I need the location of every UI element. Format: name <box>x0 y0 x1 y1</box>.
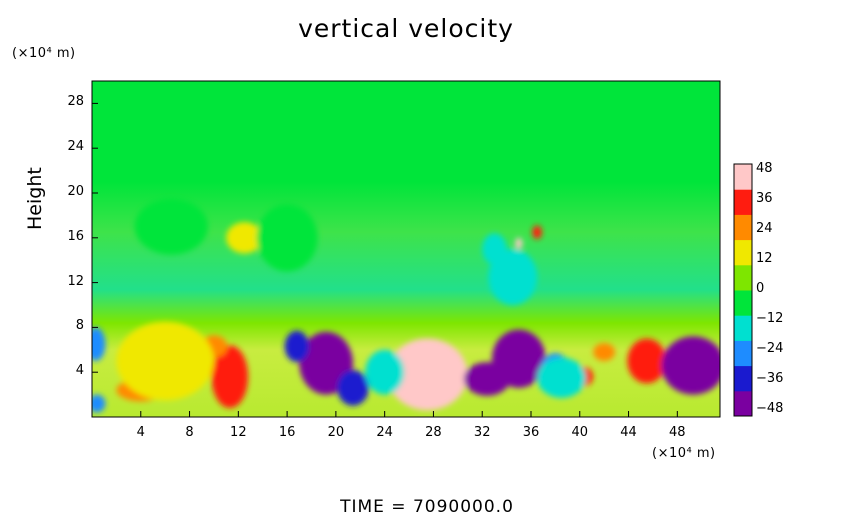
colorbar-tick-label: −24 <box>756 341 784 356</box>
heatmap-cell-19 <box>365 349 405 395</box>
colorbar-tick-label: 12 <box>756 251 773 266</box>
x-tick-label: 48 <box>669 425 686 440</box>
chart-title: vertical velocity <box>298 14 514 43</box>
colorbar-segment <box>734 214 752 241</box>
y-axis-unit: (×10⁴ m) <box>12 46 76 61</box>
y-tick-label: 16 <box>67 228 84 244</box>
y-tick-label: 20 <box>67 184 84 199</box>
heatmap-cell-17 <box>92 327 106 361</box>
colorbar-segment <box>734 315 752 341</box>
colorbar-segment <box>734 189 752 215</box>
heatmap-cell-16 <box>661 336 720 395</box>
plot-frame <box>91 80 721 418</box>
colorbar-segment <box>734 264 752 291</box>
y-tick-label: 12 <box>67 273 84 289</box>
x-tick-label: 12 <box>230 425 247 440</box>
time-label: TIME = 7090000.0 <box>340 497 514 517</box>
heatmap-cell-0 <box>387 338 468 411</box>
colorbar-tick-label: −48 <box>756 401 784 416</box>
heatmap-cell-1 <box>211 345 249 409</box>
x-tick-label: 44 <box>620 425 637 440</box>
heatmap-cell-18 <box>92 394 106 413</box>
x-tick-label: 24 <box>376 425 393 440</box>
heatmap-cell-9 <box>515 237 523 249</box>
heatmap-cell-25 <box>116 321 214 401</box>
colorbar-tick-label: 48 <box>756 161 773 176</box>
colorbar-tick-label: 0 <box>756 281 765 296</box>
colorbar-tick-label: −36 <box>756 371 784 386</box>
heatmap-cell-6 <box>593 343 616 362</box>
heatmap-cell-11 <box>337 369 369 406</box>
y-tick-label: 4 <box>75 363 84 379</box>
heatmap-cell-8 <box>532 225 542 239</box>
x-tick-label: 36 <box>522 425 540 440</box>
colorbar-segment <box>734 290 752 316</box>
x-tick-label: 40 <box>571 425 589 440</box>
y-tick-label: 24 <box>67 139 84 155</box>
colorbar-segment <box>734 164 752 190</box>
heatmap-cell-14 <box>491 329 546 388</box>
colorbar-frame <box>733 163 753 417</box>
colorbar-segment <box>734 340 752 367</box>
colorbar-tick-label: 24 <box>756 221 773 236</box>
heatmap-cell-5 <box>627 338 667 384</box>
x-tick-label: 20 <box>327 425 345 440</box>
x-tick-label: 16 <box>278 425 296 440</box>
heatmap-cell-20 <box>537 357 586 398</box>
colorbar-segment <box>734 239 752 266</box>
colorbar-tick-label: −12 <box>756 311 784 326</box>
heatmap-cell-24 <box>134 198 208 255</box>
colorbar-tick-label: 36 <box>756 191 773 206</box>
colorbar-segment <box>734 365 752 392</box>
y-tick-label: 28 <box>67 94 84 110</box>
x-tick-label: 8 <box>185 425 194 440</box>
heatmap-cell-22 <box>488 249 538 305</box>
x-axis-unit: (×10⁴ m) <box>652 446 716 461</box>
heatmap-cell-12 <box>284 330 310 363</box>
x-tick-label: 28 <box>425 425 442 440</box>
y-tick-label: 8 <box>75 318 84 334</box>
heatmap-cell-23 <box>256 204 318 272</box>
colorbar-segment <box>734 390 752 417</box>
heatmap-cell-7 <box>226 222 263 254</box>
x-tick-label: 32 <box>473 425 491 440</box>
x-tick-label: 4 <box>136 425 145 440</box>
